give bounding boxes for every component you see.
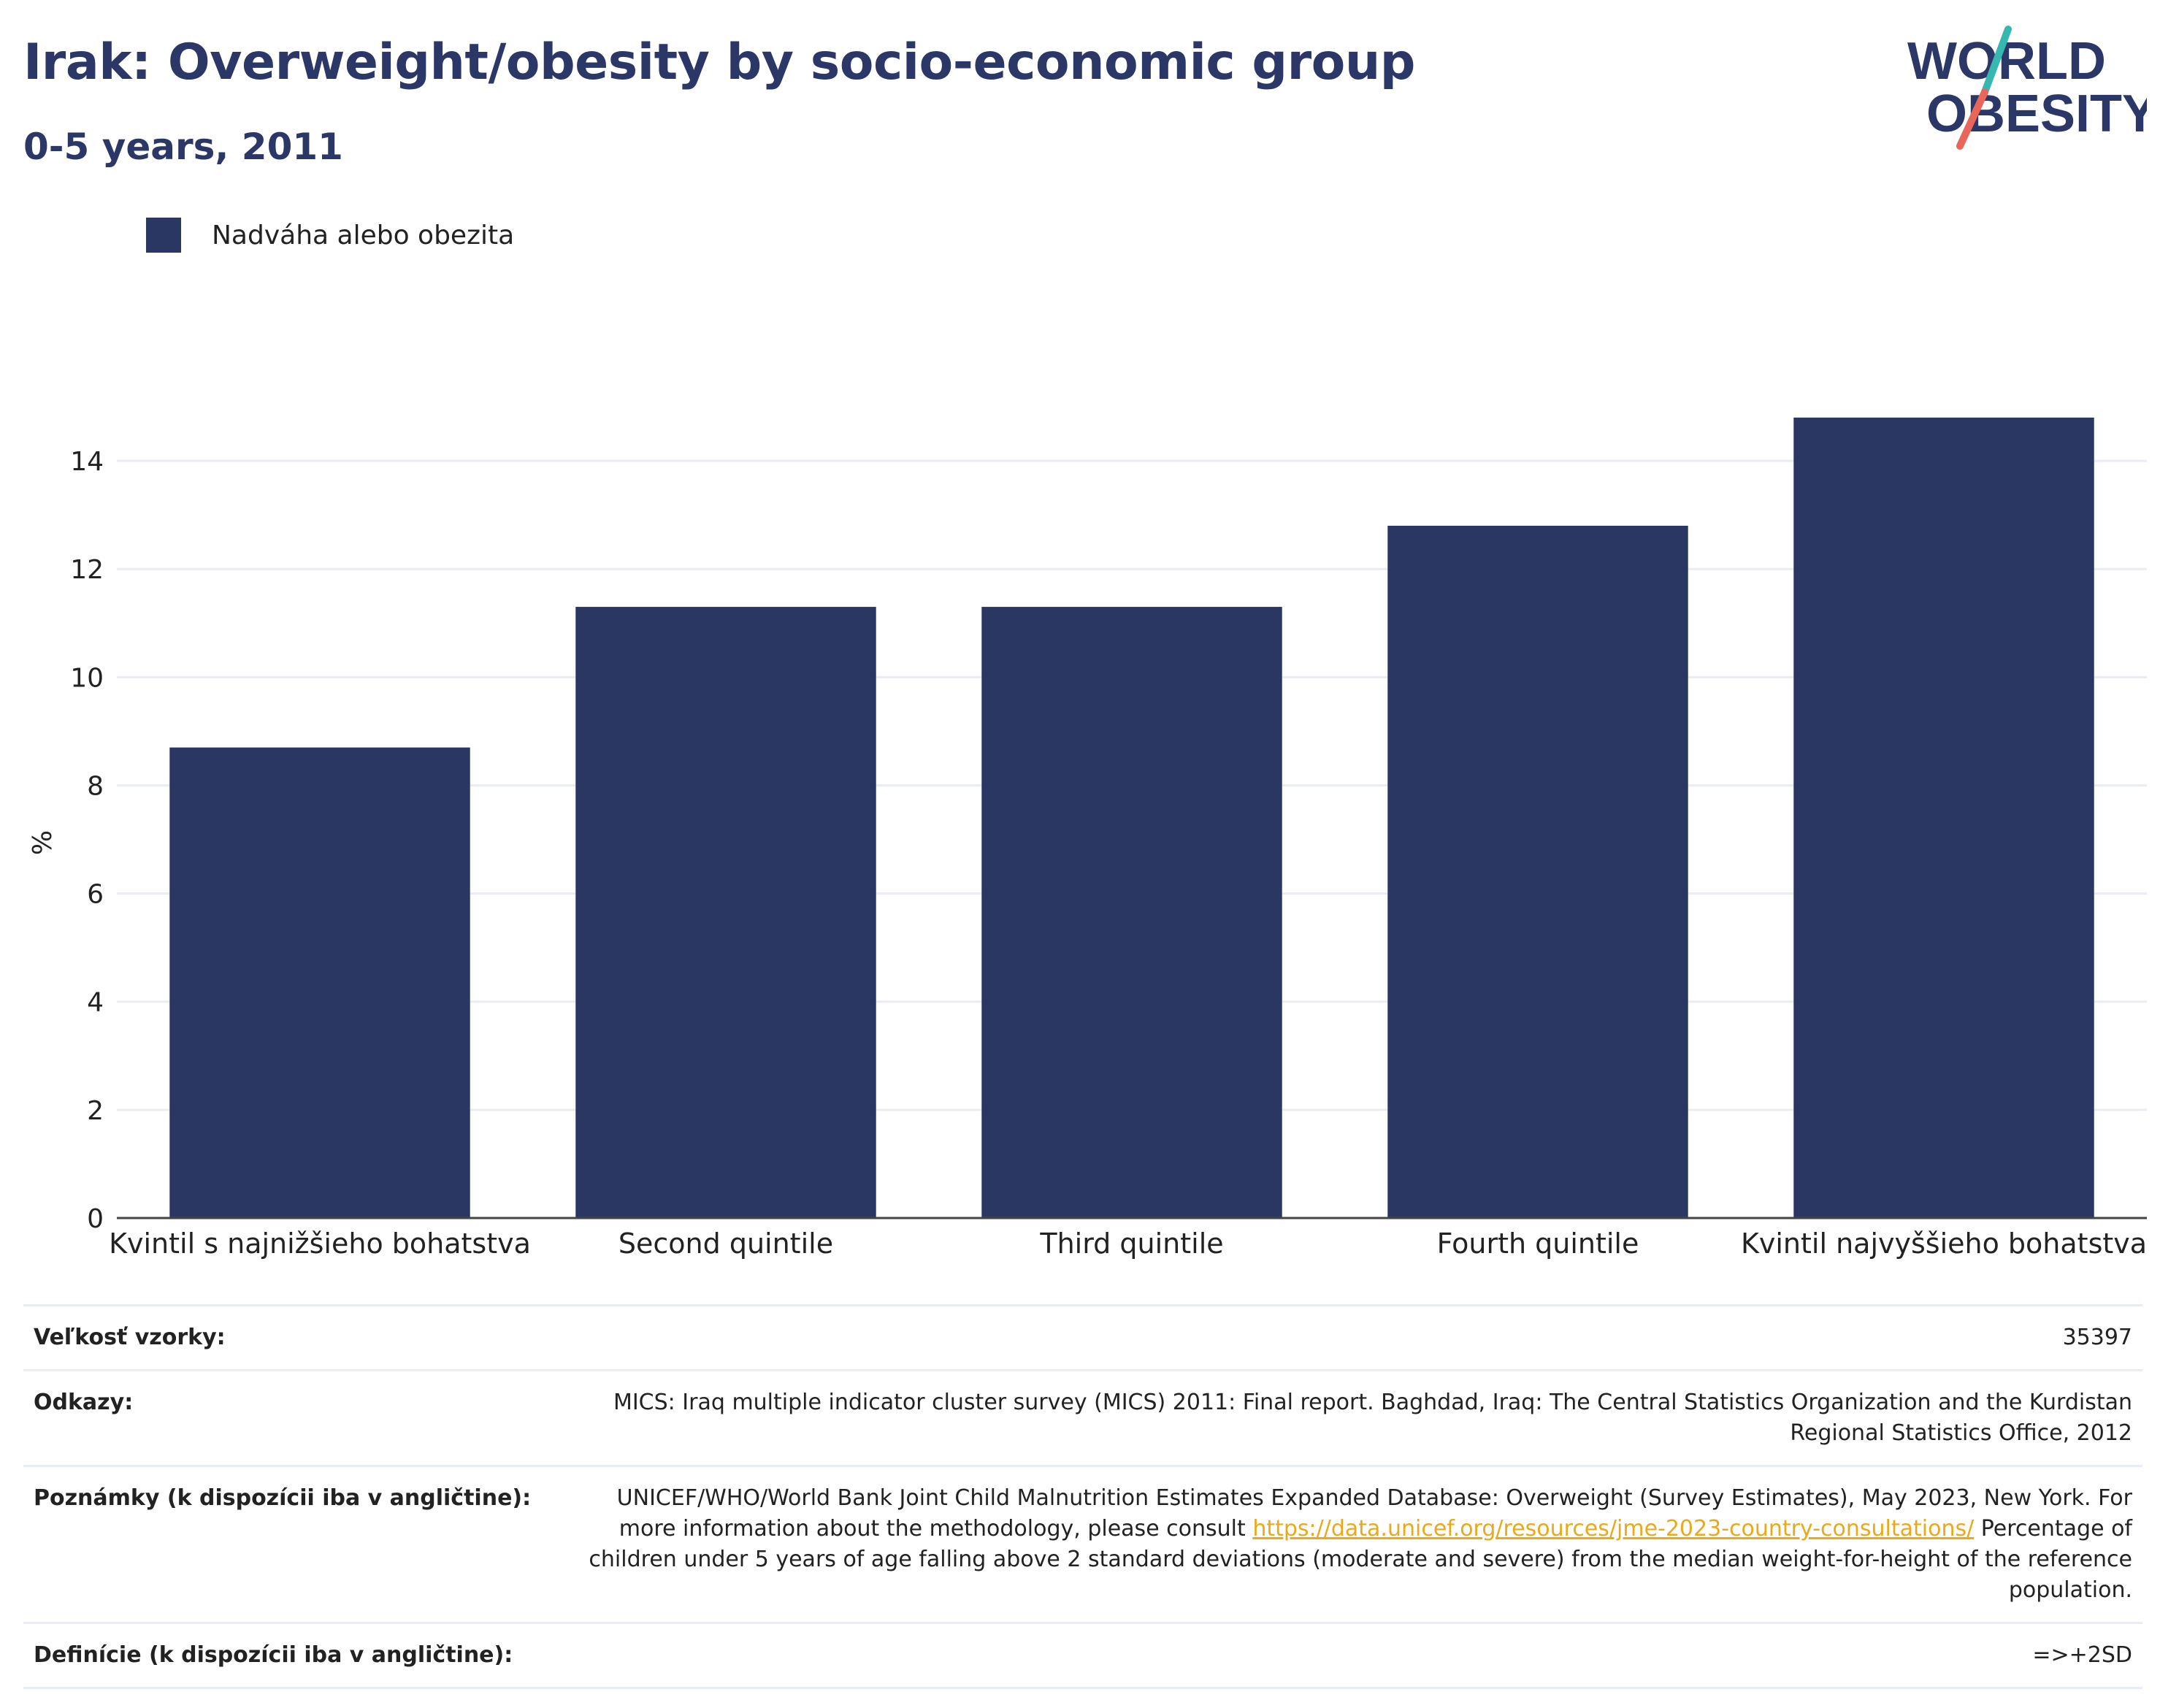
y-axis-label: % xyxy=(28,830,58,855)
bar xyxy=(1793,417,2094,1218)
legend-label: Nadváha alebo obezita xyxy=(212,220,515,250)
x-tick-label: Fourth quintile xyxy=(1437,1228,1639,1260)
x-tick-label: Second quintile xyxy=(618,1228,833,1260)
y-tick-label: 14 xyxy=(70,447,104,477)
notes-row: Poznámky (k dispozícii iba v angličtine)… xyxy=(23,1465,2142,1624)
logo-slash-teal xyxy=(1981,26,2012,96)
bar-chart: 0 2 4 6 8 10 12 14 Kvintil s najnižšieho bohats… xyxy=(28,417,2147,1260)
bars xyxy=(169,417,2094,1218)
x-tick-label: Kvintil s najnižšieho bohatstva xyxy=(109,1228,531,1260)
bar xyxy=(575,607,876,1218)
y-tick-label: 0 xyxy=(87,1204,104,1234)
definitions-value: =>+2SD xyxy=(570,1622,2142,1689)
info-table: Veľkosť vzorky: 35397 Odkazy: MICS: Iraq… xyxy=(23,1304,2142,1689)
bar xyxy=(169,747,470,1218)
bar xyxy=(981,607,1282,1218)
references-value: MICS: Iraq multiple indicator cluster su… xyxy=(570,1369,2142,1467)
y-tick-label: 12 xyxy=(70,555,104,585)
notes-text-before: UNICEF/WHO/World Bank Joint Child Malnut… xyxy=(616,1485,2132,1542)
references-row: Odkazy: MICS: Iraq multiple indicator cl… xyxy=(23,1369,2142,1467)
x-tick-label: Third quintile xyxy=(1039,1228,1223,1260)
logo-slash-coral xyxy=(1956,88,1988,150)
sample-size-row: Veľkosť vzorky: 35397 xyxy=(23,1304,2142,1371)
notes-label: Poznámky (k dispozícii iba v angličtine)… xyxy=(23,1465,570,1624)
y-tick-label: 6 xyxy=(87,880,104,910)
y-tick-label: 2 xyxy=(87,1096,104,1126)
definitions-label: Definície (k dispozícii iba v angličtine… xyxy=(23,1622,570,1689)
sample-size-label: Veľkosť vzorky: xyxy=(23,1304,570,1371)
sample-size-value: 35397 xyxy=(570,1304,2142,1371)
page-subtitle: 0-5 years, 2011 xyxy=(23,126,343,168)
y-tick-label: 10 xyxy=(70,663,104,693)
references-label: Odkazy: xyxy=(23,1369,570,1467)
world-obesity-logo: WORLD OBESITY xyxy=(1907,26,2147,150)
x-axis-labels: Kvintil s najnižšieho bohatstva Second qu… xyxy=(109,1228,2147,1260)
legend: Nadváha alebo obezita xyxy=(146,218,514,253)
notes-text-after: Percentage of children under 5 years of … xyxy=(589,1516,2132,1603)
definitions-row: Definície (k dispozícii iba v angličtine… xyxy=(23,1622,2142,1689)
y-tick-label: 8 xyxy=(87,771,104,801)
notes-link[interactable]: https://data.unicef.org/resources/jme-20… xyxy=(1252,1516,1975,1542)
x-tick-label: Kvintil najvyššieho bohatstva xyxy=(1741,1228,2147,1260)
page-title: Irak: Overweight/obesity by socio-econom… xyxy=(23,34,1415,91)
y-tick-label: 4 xyxy=(87,988,104,1018)
y-axis-ticks: 0 2 4 6 8 10 12 14 xyxy=(70,447,104,1234)
notes-value: UNICEF/WHO/World Bank Joint Child Malnut… xyxy=(570,1465,2142,1624)
bar xyxy=(1387,525,1688,1218)
legend-swatch xyxy=(146,218,181,253)
